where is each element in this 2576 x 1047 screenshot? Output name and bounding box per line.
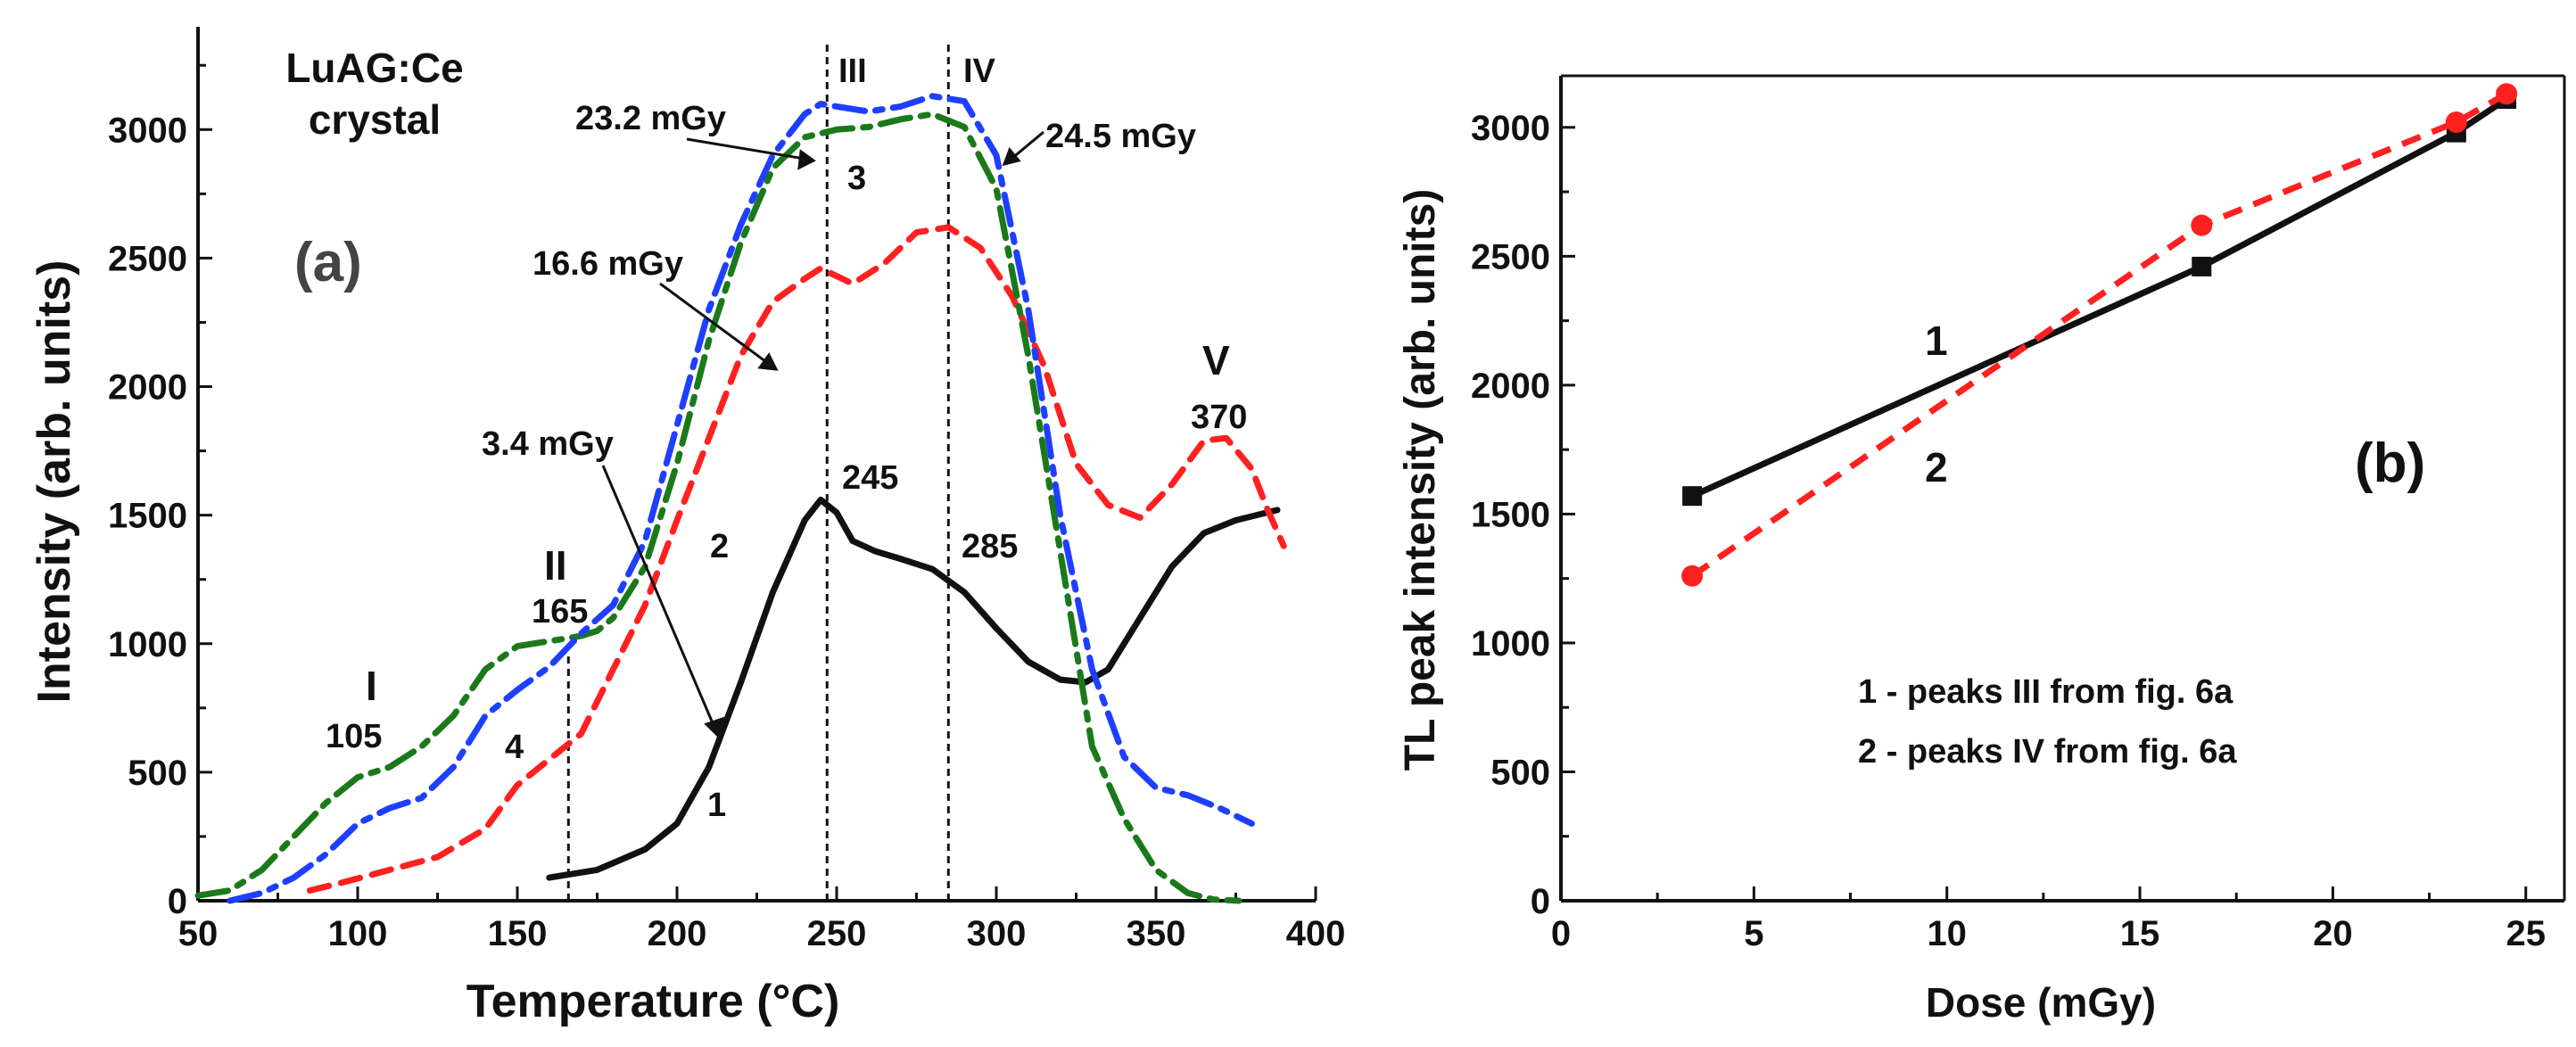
panel-b-x-tick-label: 0 (1551, 914, 1571, 953)
panel-b-line-2 (1690, 91, 2508, 579)
panel-b-y-tick-label: 1500 (1471, 495, 1550, 534)
temp-label-105: 105 (326, 718, 382, 755)
panel-b-marker-2 (1681, 565, 1704, 587)
panel-a-x-tick-label: 150 (488, 914, 548, 953)
panel-b-curve-number-1: 1 (1925, 317, 1948, 364)
panel-a-x-tick-label: 200 (648, 914, 707, 953)
sample-label-line1: LuAG:Ce (285, 45, 463, 91)
panel-a-x-axis-title: Temperature (°C) (466, 976, 840, 1027)
panel-b-marker-2 (2191, 214, 2213, 236)
panel-b-y-tick-label: 2000 (1471, 367, 1550, 406)
panel-b-x-tick-label: 10 (1927, 914, 1967, 953)
arrow-24-5 (1011, 130, 1044, 161)
panel-b-y-tick-label: 2500 (1471, 237, 1550, 276)
arrowhead-3-4 (704, 716, 724, 740)
dose-label-16-6: 16.6 mGy (533, 245, 683, 283)
panel-a-y-tick-label: 2500 (108, 239, 187, 278)
panel-a-y-tick-label: 3000 (108, 111, 187, 150)
dose-label-3-4: 3.4 mGy (482, 425, 614, 463)
panel-a-curve-2 (306, 224, 1287, 894)
panel-a-y-tick-label: 0 (168, 882, 187, 921)
panel-a-curve-4 (227, 93, 1255, 904)
temp-label-245: 245 (842, 459, 898, 497)
panel-a-ticks: 50 100 150 200 250 300 350 400 0 500 1000 1500 2000 2… (108, 63, 1346, 953)
sample-label-line2: crystal (309, 96, 441, 143)
panel-a-y-tick-label: 1000 (108, 625, 187, 664)
arrowhead-23-2 (797, 149, 816, 170)
curve-number-4: 4 (505, 729, 524, 766)
temp-label-285: 285 (962, 528, 1018, 565)
panel-a-y-tick-label: 2000 (108, 368, 187, 408)
curve-number-2: 2 (710, 528, 729, 565)
panel-a-curve-3 (194, 111, 1243, 904)
panel-b-x-tick-label: 5 (1744, 914, 1763, 953)
panel-a-x-tick-label: 300 (967, 914, 1027, 953)
panel-b-y-tick-label: 3000 (1471, 109, 1550, 148)
panel-b-x-tick-label: 25 (2506, 914, 2546, 953)
panel-b-ticks: 0 5 10 15 20 25 0 500 1000 1500 2000 2500 3000 (1471, 109, 2546, 953)
panel-b-marker-2 (2496, 83, 2518, 105)
panel-b-series (1681, 83, 2518, 587)
dose-label-24-5: 24.5 mGy (1045, 118, 1196, 155)
temp-label-165: 165 (532, 593, 588, 631)
curve-number-3: 3 (847, 160, 866, 197)
panel-a-x-tick-label: 100 (328, 914, 388, 953)
peak-label-iii: III (838, 53, 867, 90)
peak-label-v: V (1202, 337, 1230, 383)
arrow-23-2 (686, 137, 805, 161)
dose-arrows (601, 130, 1044, 740)
panel-a-y-tick-label: 500 (128, 754, 187, 793)
panel-b-curve-number-2: 2 (1925, 444, 1948, 491)
dose-label-23-2: 23.2 mGy (575, 100, 726, 137)
panel-a-x-tick-label: 350 (1127, 914, 1186, 953)
panel-b-legend-line1: 1 - peaks III from fig. 6a (1858, 673, 2233, 711)
panel-a-y-tick-label: 1500 (108, 497, 187, 536)
panel-b-marker-2 (2445, 111, 2467, 134)
peak-label-iv: IV (963, 53, 996, 90)
panel-a-y-axis-title: Intensity (arb. units) (29, 260, 80, 704)
panel-b-y-axis-title: TL peak intensity (arb. units) (1397, 189, 1444, 771)
panel-a-x-tick-label: 50 (178, 914, 219, 953)
arrow-16-6 (659, 282, 770, 366)
peak-label-i: I (366, 663, 377, 709)
panel-b-legend-line2: 2 - peaks IV from fig. 6a (1858, 733, 2237, 771)
panel-a-glow-curves: 50 100 150 200 250 300 350 400 0 500 1000 1500 2000 2… (29, 27, 1345, 1027)
panel-a-peak-markers (566, 45, 950, 901)
panel-a-axes (196, 27, 1316, 903)
arrowhead-16-6 (757, 352, 779, 371)
panel-a-label: (a) (294, 232, 362, 293)
panel-b-dose-response: 0 5 10 15 20 25 0 500 1000 1500 2000 2500 3000 Dose … (1397, 74, 2566, 1026)
panel-b-marker-1 (1682, 486, 1703, 507)
panel-b-y-tick-label: 0 (1531, 882, 1550, 921)
panel-b-y-tick-label: 1000 (1471, 624, 1550, 664)
panel-a-series (194, 93, 1287, 904)
panel-b-label: (b) (2355, 433, 2425, 494)
arrow-3-4 (601, 465, 717, 730)
panel-a-x-tick-label: 250 (807, 914, 867, 953)
panel-b-y-tick-label: 500 (1490, 753, 1550, 792)
panel-b-axes (1559, 74, 2566, 903)
panel-a-curve-1 (546, 496, 1281, 881)
temp-label-370: 370 (1191, 399, 1247, 436)
panel-a-x-tick-label: 400 (1286, 914, 1346, 953)
panel-b-x-axis-title: Dose (mGy) (1926, 979, 2156, 1026)
panel-b-marker-1 (2192, 256, 2212, 276)
curve-number-1: 1 (707, 787, 726, 824)
panel-b-x-tick-label: 20 (2313, 914, 2353, 953)
arrowhead-24-5 (1002, 147, 1021, 167)
panel-b-line-1 (1690, 96, 2509, 499)
peak-label-ii: II (544, 542, 567, 589)
panel-b-x-tick-label: 15 (2120, 914, 2160, 953)
